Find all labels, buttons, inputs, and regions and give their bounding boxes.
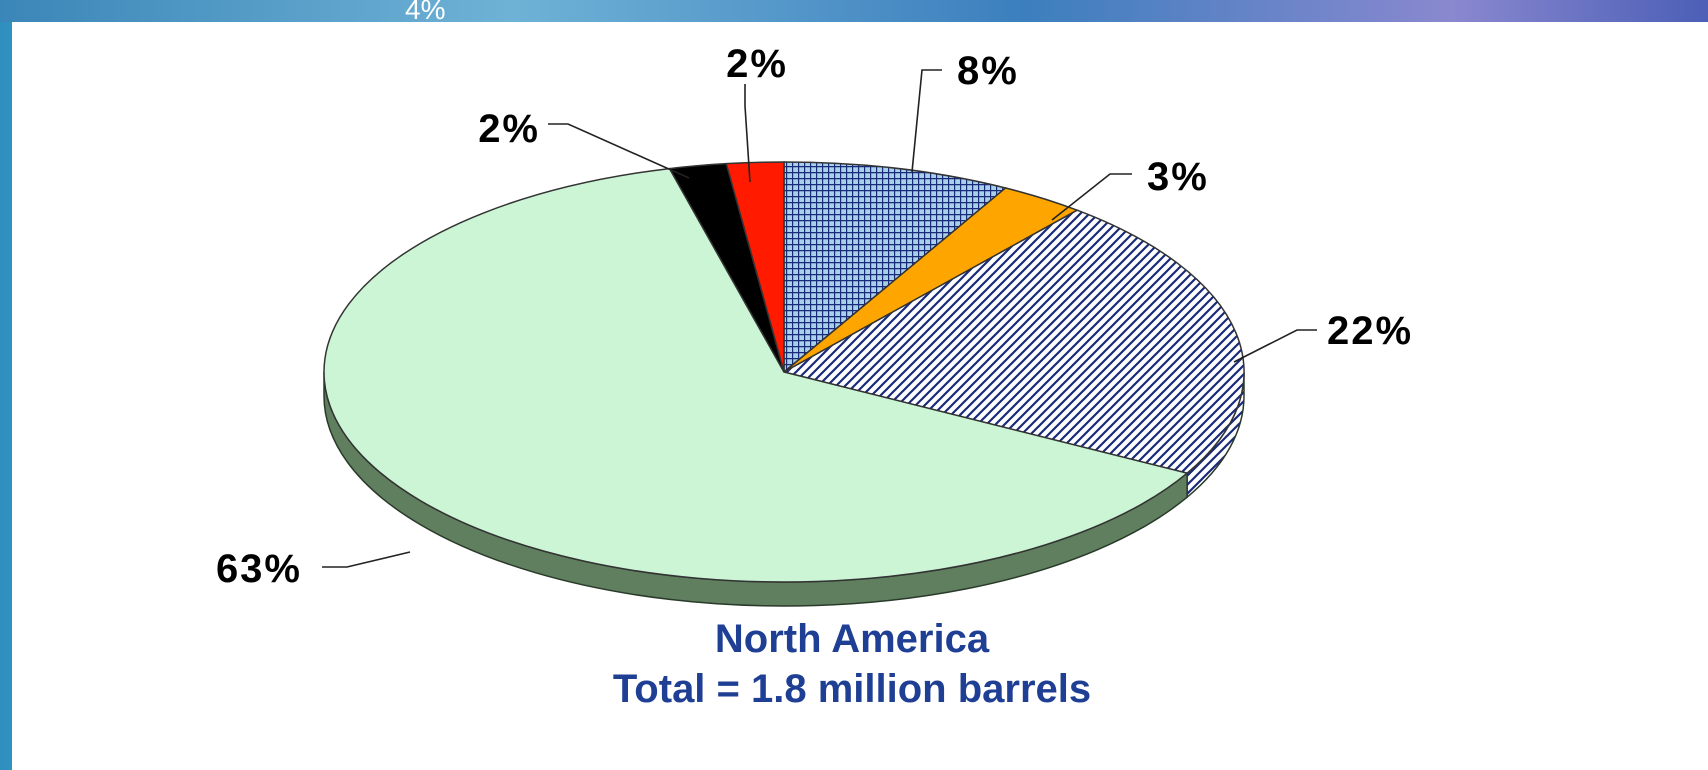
pie-slice-3 — [323, 167, 1189, 583]
chart-subtitle: Total = 1.8 million barrels — [613, 667, 1091, 711]
pie-labels: 8% 3% 22% 63% 2% 2% — [216, 42, 1413, 591]
leader-line-0 — [911, 69, 942, 173]
leader-line-5 — [744, 84, 751, 183]
data-label-3: 63% — [216, 547, 302, 591]
chart-title: North America — [715, 617, 990, 661]
leader-line-4 — [548, 123, 690, 179]
leader-line-2 — [1233, 329, 1317, 363]
pie-chart: 8% 3% 22% 63% 2% 2% North America Total = 1.8… — [216, 42, 1413, 711]
slide-banner: 4% — [0, 0, 1708, 25]
banner-text: 4% — [405, 0, 446, 25]
data-label-5: 2% — [726, 42, 788, 86]
data-label-1: 3% — [1147, 155, 1209, 199]
data-label-0: 8% — [957, 49, 1019, 93]
data-label-2: 22% — [1327, 309, 1413, 353]
pie-slices — [323, 161, 1245, 583]
leader-line-1 — [1051, 173, 1132, 221]
data-label-4: 2% — [478, 107, 540, 151]
pie-slice-5 — [725, 161, 785, 373]
chart-panel: 8% 3% 22% 63% 2% 2% North America Total = 1.8… — [12, 22, 1708, 770]
leader-line-3 — [322, 551, 411, 568]
pie-slice-0 — [783, 161, 1008, 374]
pie-slice-2 — [781, 209, 1245, 474]
